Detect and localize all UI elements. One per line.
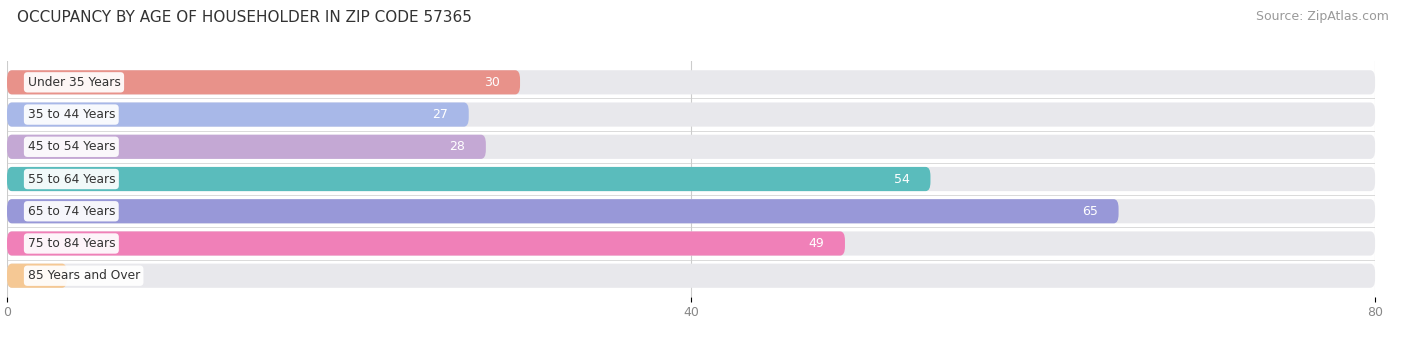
- FancyBboxPatch shape: [7, 199, 1119, 223]
- Text: Under 35 Years: Under 35 Years: [28, 76, 121, 89]
- FancyBboxPatch shape: [7, 232, 845, 255]
- Text: 30: 30: [484, 76, 499, 89]
- FancyBboxPatch shape: [7, 264, 67, 288]
- Text: 65 to 74 Years: 65 to 74 Years: [28, 205, 115, 218]
- Text: 0: 0: [84, 269, 91, 282]
- Text: 55 to 64 Years: 55 to 64 Years: [28, 173, 115, 186]
- FancyBboxPatch shape: [7, 70, 520, 94]
- Text: 85 Years and Over: 85 Years and Over: [28, 269, 139, 282]
- FancyBboxPatch shape: [7, 103, 468, 127]
- Text: 65: 65: [1083, 205, 1098, 218]
- Text: 75 to 84 Years: 75 to 84 Years: [28, 237, 115, 250]
- Text: OCCUPANCY BY AGE OF HOUSEHOLDER IN ZIP CODE 57365: OCCUPANCY BY AGE OF HOUSEHOLDER IN ZIP C…: [17, 10, 472, 25]
- FancyBboxPatch shape: [7, 167, 1375, 191]
- Text: 45 to 54 Years: 45 to 54 Years: [28, 140, 115, 153]
- FancyBboxPatch shape: [7, 135, 486, 159]
- Text: 27: 27: [433, 108, 449, 121]
- Text: 35 to 44 Years: 35 to 44 Years: [28, 108, 115, 121]
- Text: 54: 54: [894, 173, 910, 186]
- Text: 49: 49: [808, 237, 824, 250]
- FancyBboxPatch shape: [7, 103, 1375, 127]
- FancyBboxPatch shape: [7, 167, 931, 191]
- FancyBboxPatch shape: [7, 199, 1375, 223]
- FancyBboxPatch shape: [7, 232, 1375, 255]
- FancyBboxPatch shape: [7, 135, 1375, 159]
- Text: 28: 28: [450, 140, 465, 153]
- Text: Source: ZipAtlas.com: Source: ZipAtlas.com: [1256, 10, 1389, 23]
- FancyBboxPatch shape: [7, 264, 1375, 288]
- FancyBboxPatch shape: [7, 70, 1375, 94]
